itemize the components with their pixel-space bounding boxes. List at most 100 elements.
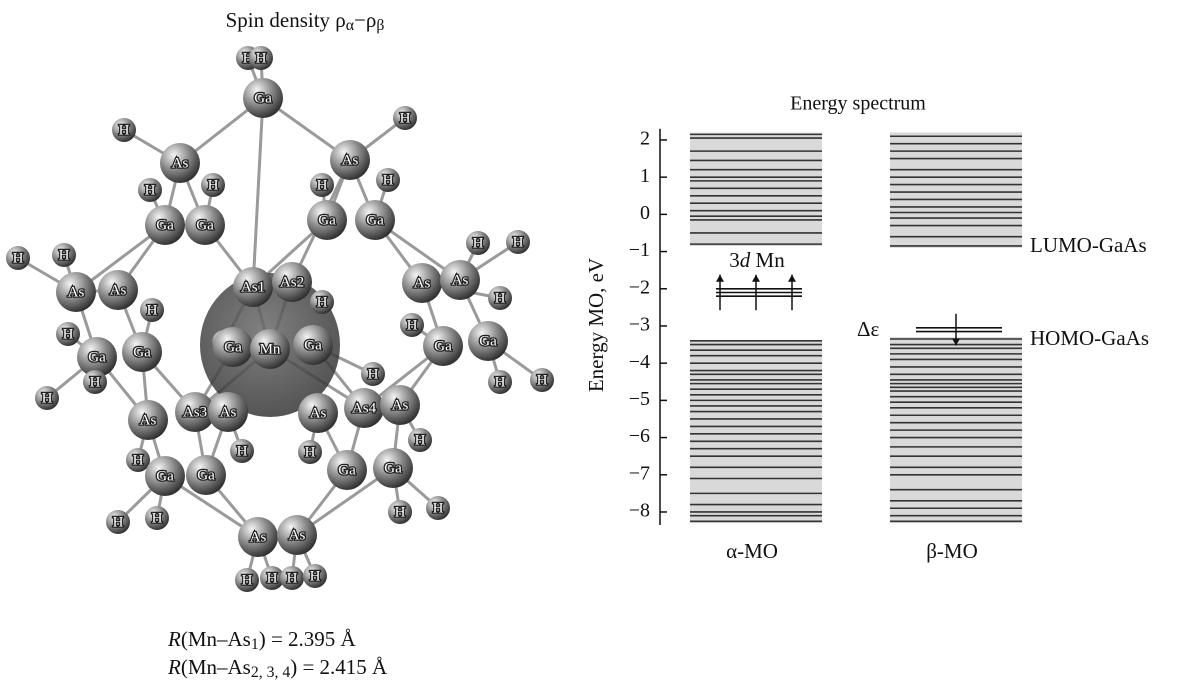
- atom-label: Ga: [304, 337, 322, 353]
- atom-label: Ga: [479, 333, 497, 349]
- text-part: R: [167, 655, 181, 679]
- spin-arrow-head: [752, 274, 760, 282]
- atom-label: Ga: [156, 468, 174, 484]
- atom-label: H: [208, 177, 219, 193]
- y-axis-label: Energy MO, eV: [584, 258, 608, 392]
- atom: [272, 262, 312, 302]
- atom: [393, 106, 417, 130]
- figure-title: Spin density ρα−ρβ: [226, 8, 385, 35]
- atom-label: H: [63, 326, 74, 342]
- atom: [330, 140, 370, 180]
- text-part: R: [167, 627, 181, 651]
- atom: [235, 568, 259, 592]
- atom-label: H: [395, 504, 406, 520]
- atom-label: H: [13, 250, 24, 266]
- atom-label: As: [342, 152, 359, 168]
- atom: [440, 260, 480, 300]
- atom-label: As: [289, 527, 306, 543]
- atom-label: H: [256, 50, 267, 66]
- atoms: H H Ga H As H As H H Ga Ga H H Ga Ga H H As As As1 As2 H H H As A…: [6, 46, 554, 592]
- text-part: 3: [729, 248, 740, 272]
- atom: [98, 270, 138, 310]
- atom: [327, 450, 367, 490]
- text-part: α: [346, 17, 354, 34]
- atom: [466, 231, 490, 255]
- atom-label: Mn: [260, 341, 281, 357]
- atom: [238, 517, 278, 557]
- atom: [243, 78, 283, 118]
- atom: [298, 393, 338, 433]
- atom-label: As: [220, 404, 237, 420]
- atom-label: H: [237, 443, 248, 459]
- atom-label: Ga: [254, 90, 272, 106]
- atom-label: Ga: [434, 338, 452, 354]
- atom: [488, 370, 512, 394]
- atom: [83, 370, 107, 394]
- atom-label: As: [172, 155, 189, 171]
- atom: [250, 329, 290, 369]
- spin-arrow-head: [952, 338, 960, 346]
- text-part: ) = 2.395 Å: [259, 627, 357, 651]
- y-tick-label: 2: [640, 128, 650, 150]
- atom: [77, 337, 117, 377]
- atom: [468, 321, 508, 361]
- atom-label: H: [433, 500, 444, 516]
- text-part: (Mn–As: [181, 655, 251, 679]
- atom: [506, 230, 530, 254]
- atom: [376, 168, 400, 192]
- atom-label: H: [407, 317, 418, 333]
- atom: [56, 322, 80, 346]
- atom: [112, 118, 136, 142]
- column-label: β-MO: [926, 539, 978, 563]
- text-part: HOMO-GaAs: [1030, 326, 1149, 350]
- atom-label: As2: [280, 274, 304, 290]
- atom-label: H: [310, 568, 321, 584]
- atom: [307, 200, 347, 240]
- atom: [213, 327, 253, 367]
- spin-arrow-head: [788, 274, 796, 282]
- y-tick-label: −6: [629, 425, 650, 447]
- atom: [293, 325, 333, 365]
- atom-label: H: [305, 444, 316, 460]
- atom: [408, 428, 432, 452]
- atom: [260, 566, 284, 590]
- atom: [380, 385, 420, 425]
- atom-label: Ga: [318, 212, 336, 228]
- atom-label: Ga: [338, 462, 356, 478]
- atom-label: H: [400, 110, 411, 126]
- y-tick-label: 0: [640, 202, 650, 224]
- text-part: Spin density ρ: [226, 8, 346, 32]
- atom-label: As1: [241, 279, 265, 295]
- atom-label: As: [110, 282, 127, 298]
- atom-label: H: [90, 374, 101, 390]
- atom: [249, 46, 273, 70]
- text-part: LUMO-GaAs: [1030, 233, 1147, 257]
- atom-label: As: [452, 272, 469, 288]
- atom-label: H: [415, 432, 426, 448]
- atom: [186, 455, 226, 495]
- atom: [230, 439, 254, 463]
- text-part: −ρ: [354, 8, 376, 32]
- atom: [35, 386, 59, 410]
- y-tick-label: −5: [629, 388, 650, 410]
- atom: [400, 313, 424, 337]
- atom: [373, 448, 413, 488]
- atom: [280, 566, 304, 590]
- atom-label: H: [317, 177, 328, 193]
- atom-label: H: [119, 122, 130, 138]
- y-tick-label: −3: [629, 314, 650, 336]
- atom-label: As: [310, 405, 327, 421]
- atom-label: Ga: [197, 467, 215, 483]
- text-part: β: [376, 17, 384, 34]
- atom-label: H: [147, 302, 158, 318]
- atom-label: As: [250, 529, 267, 545]
- atom: [361, 362, 385, 386]
- atom: [388, 500, 412, 524]
- atom-label: H: [267, 570, 278, 586]
- atom-label: Ga: [156, 217, 174, 233]
- atom: [126, 448, 150, 472]
- y-tick-label: −8: [629, 500, 650, 522]
- atom-label: H: [473, 235, 484, 251]
- atom-label: Ga: [196, 217, 214, 233]
- atom: [233, 267, 273, 307]
